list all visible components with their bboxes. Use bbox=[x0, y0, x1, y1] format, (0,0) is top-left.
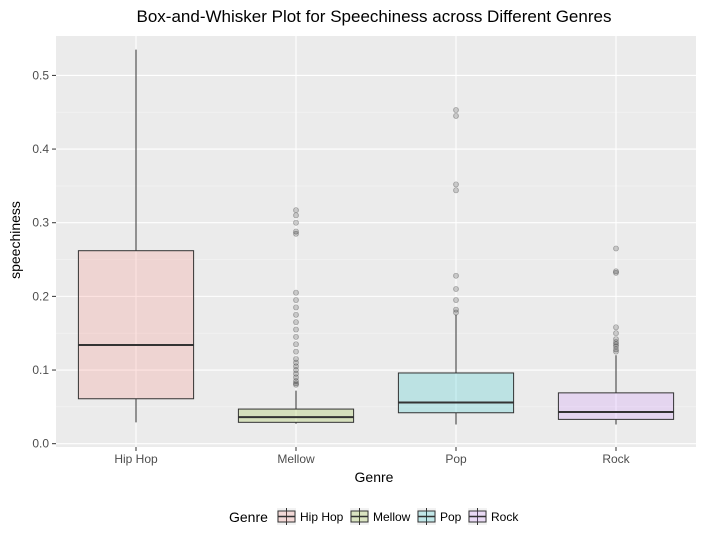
y-tick-label: 0.5 bbox=[32, 68, 49, 82]
outlier-point bbox=[453, 297, 459, 303]
outlier-point bbox=[293, 207, 299, 214]
box-rock bbox=[557, 245, 675, 425]
outlier-point bbox=[293, 370, 299, 377]
box-hip-hop bbox=[77, 49, 195, 423]
box-iqr bbox=[397, 372, 515, 414]
outlier-point bbox=[613, 330, 619, 337]
outlier-point bbox=[613, 341, 619, 348]
x-tick-label: Rock bbox=[602, 452, 630, 466]
outlier-point bbox=[293, 356, 299, 362]
box-series bbox=[77, 49, 675, 425]
legend: Genre Hip Hop Mellow Pop Rock bbox=[229, 508, 519, 525]
legend-item: Pop bbox=[417, 508, 462, 525]
outlier-point bbox=[613, 348, 619, 355]
outlier-point bbox=[453, 309, 459, 316]
outlier-point bbox=[613, 268, 619, 275]
outlier-point bbox=[293, 230, 299, 237]
legend-item: Mellow bbox=[350, 508, 411, 525]
x-tick-label: Hip Hop bbox=[114, 452, 158, 466]
outlier-point bbox=[613, 245, 619, 252]
legend-item: Hip Hop bbox=[277, 508, 344, 525]
y-tick-label: 0.3 bbox=[32, 216, 49, 230]
legend-label: Pop bbox=[440, 510, 462, 524]
outlier-point bbox=[453, 187, 459, 194]
outlier-point bbox=[293, 367, 299, 373]
legend-title: Genre bbox=[229, 509, 268, 525]
chart-title: Box-and-Whisker Plot for Speechiness acr… bbox=[137, 7, 612, 26]
outlier-point bbox=[293, 341, 299, 348]
outlier-point bbox=[453, 286, 459, 292]
x-axis-title: Genre bbox=[355, 469, 394, 485]
x-tick-label: Mellow bbox=[277, 452, 315, 466]
outlier-point bbox=[453, 107, 459, 113]
outlier-point bbox=[293, 311, 299, 318]
y-axis-ticks: 0.0 0.1 0.2 0.3 0.4 0.5 bbox=[32, 68, 56, 451]
outlier-point bbox=[293, 297, 299, 303]
minor-gridlines bbox=[56, 111, 696, 408]
outlier-point bbox=[293, 212, 299, 219]
outlier-point bbox=[453, 306, 459, 313]
outlier-point bbox=[453, 272, 459, 279]
outlier-point bbox=[613, 339, 619, 345]
outlier-point bbox=[293, 381, 299, 388]
y-tick-label: 0.4 bbox=[32, 142, 49, 156]
outlier-point bbox=[293, 304, 299, 311]
outlier-point bbox=[293, 359, 299, 366]
y-tick-label: 0.2 bbox=[32, 289, 49, 303]
outlier-point bbox=[293, 319, 299, 326]
outlier-point bbox=[293, 374, 299, 381]
outlier-point bbox=[293, 378, 299, 384]
outlier-point bbox=[453, 181, 459, 188]
outlier-point bbox=[293, 326, 299, 333]
legend-label: Hip Hop bbox=[300, 510, 344, 524]
outlier-point bbox=[613, 324, 619, 331]
outlier-point bbox=[293, 333, 299, 340]
major-gridlines bbox=[56, 36, 696, 447]
box-iqr bbox=[77, 250, 195, 400]
y-tick-label: 0.1 bbox=[32, 363, 49, 377]
plot-panel bbox=[56, 36, 696, 447]
outlier-point bbox=[293, 348, 299, 355]
legend-label: Mellow bbox=[373, 510, 411, 524]
box-iqr bbox=[237, 408, 355, 423]
x-axis-ticks: Hip Hop Mellow Pop Rock bbox=[114, 447, 631, 466]
box-mellow bbox=[237, 207, 355, 424]
box-iqr bbox=[557, 392, 675, 420]
outlier-point bbox=[613, 346, 619, 353]
box-pop bbox=[397, 107, 515, 425]
legend-item: Rock bbox=[468, 508, 519, 525]
outlier-point bbox=[613, 269, 619, 276]
outlier-point bbox=[293, 219, 299, 226]
outlier-point bbox=[613, 343, 619, 350]
outlier-point bbox=[613, 336, 619, 342]
outlier-point bbox=[293, 228, 299, 235]
outlier-point bbox=[453, 113, 459, 119]
y-tick-label: 0.0 bbox=[32, 437, 49, 451]
outlier-point bbox=[293, 289, 299, 296]
outlier-point bbox=[293, 363, 299, 370]
outlier-point bbox=[293, 380, 299, 387]
x-tick-label: Pop bbox=[445, 452, 467, 466]
y-axis-title: speechiness bbox=[7, 201, 23, 279]
legend-label: Rock bbox=[491, 510, 519, 524]
